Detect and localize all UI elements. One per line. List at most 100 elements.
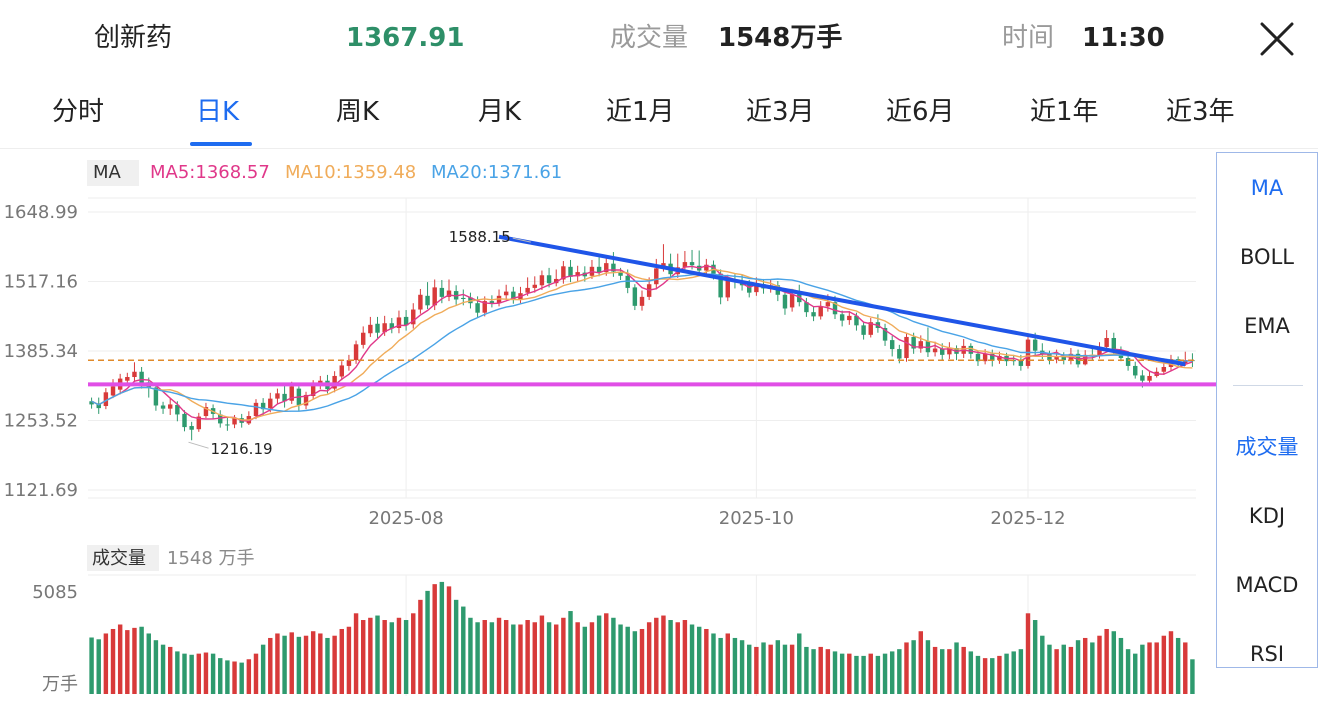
- tab-3-years[interactable]: 近3年: [1166, 97, 1235, 127]
- volume-bar: [1168, 631, 1174, 694]
- indicator-kdj[interactable]: KDJ: [1248, 504, 1286, 528]
- candle-body: [1032, 339, 1038, 351]
- volume-bar: [303, 635, 309, 694]
- volume-bar: [539, 615, 545, 694]
- candle-body: [968, 345, 974, 354]
- volume-bar: [1154, 642, 1159, 694]
- volume-bar: [1047, 644, 1052, 694]
- volume-bar: [110, 628, 116, 694]
- volume-bar: [818, 646, 823, 694]
- candle-body: [489, 301, 495, 304]
- volume-bar: [1097, 635, 1102, 694]
- volume-bar: [103, 633, 109, 694]
- candle-body: [310, 384, 316, 396]
- candle-body: [110, 386, 116, 396]
- candle-body: [825, 302, 831, 307]
- candle-body: [167, 404, 173, 409]
- volume-bar: [1054, 649, 1059, 694]
- candle-body: [747, 284, 752, 293]
- candle-body: [346, 360, 352, 366]
- candle-body: [260, 402, 266, 410]
- tab-minute[interactable]: 分时: [52, 97, 105, 127]
- candle-body: [818, 306, 823, 317]
- candle-body: [289, 386, 294, 401]
- volume-bar: [754, 646, 759, 694]
- low-annotation-leader: [188, 441, 209, 449]
- indicator-macd[interactable]: MACD: [1235, 573, 1299, 597]
- tab-3-months[interactable]: 近3月: [746, 97, 815, 127]
- volume-bar: [1025, 613, 1031, 694]
- candle-body: [503, 291, 509, 296]
- kline-chart[interactable]: MA MA5:1368.57 MA10:1359.48 MA20:1371.61…: [0, 150, 1318, 702]
- indicator-rsi[interactable]: RSI: [1249, 642, 1285, 666]
- indicator-volume[interactable]: 成交量: [1235, 435, 1299, 459]
- trendline: [498, 234, 1186, 367]
- volume-bar: [990, 658, 995, 694]
- volume-bar: [218, 658, 223, 694]
- volume-bar: [389, 622, 395, 694]
- candle-body: [1140, 375, 1145, 381]
- candle-body: [475, 303, 480, 313]
- volume-bar: [160, 644, 166, 694]
- volume-bar: [1104, 628, 1109, 694]
- volume-bar: [146, 633, 151, 694]
- candle-body: [1047, 354, 1052, 361]
- tab-1-month[interactable]: 近1月: [606, 97, 675, 127]
- volume-bar: [189, 654, 194, 694]
- candle-body: [160, 405, 166, 409]
- volume-bar: [196, 653, 202, 694]
- volume-bar: [646, 622, 652, 694]
- volume-bar: [768, 644, 773, 694]
- candle-body: [132, 371, 137, 378]
- volume-bar: [203, 652, 209, 694]
- candle-body: [561, 266, 566, 280]
- volume-bar: [625, 626, 630, 694]
- candle-body: [439, 287, 445, 297]
- volume-bar: [968, 651, 974, 694]
- candle-body: [482, 301, 487, 313]
- indicator-ema[interactable]: EMA: [1244, 314, 1290, 338]
- volume-bar: [825, 649, 831, 694]
- volume-bar: [360, 620, 366, 694]
- volume-bar: [804, 646, 809, 694]
- candle-body: [682, 262, 688, 268]
- volume-bar: [732, 637, 738, 694]
- tab-6-months[interactable]: 近6月: [886, 97, 955, 127]
- high-annotation-leader: [512, 237, 531, 243]
- candle-body: [782, 294, 788, 309]
- candle-body: [432, 287, 437, 306]
- volume-bar: [1147, 642, 1152, 694]
- indicator-boll[interactable]: BOLL: [1240, 245, 1294, 269]
- volume-bar: [1075, 640, 1081, 694]
- candle-body: [568, 266, 573, 277]
- indicator-panel: MA BOLL EMA 成交量 KDJ MACD RSI: [1216, 152, 1318, 668]
- candle-body: [403, 316, 409, 326]
- candle-body: [604, 263, 609, 273]
- indicator-ma[interactable]: MA: [1250, 176, 1284, 200]
- volume-bar: [546, 622, 552, 694]
- volume-bar: [1040, 635, 1045, 694]
- volume-bar: [561, 617, 566, 694]
- volume-bar: [425, 590, 430, 694]
- volume-bar: [1090, 642, 1095, 694]
- candle-body: [1097, 346, 1102, 356]
- candle-body: [218, 414, 223, 424]
- candle-body: [754, 284, 759, 293]
- candle-body: [904, 336, 909, 359]
- volume-bar: [668, 620, 673, 694]
- tab-1-year[interactable]: 近1年: [1030, 97, 1099, 127]
- volume-bar: [696, 626, 702, 694]
- volume-bar: [661, 615, 666, 694]
- tab-monthly[interactable]: 月K: [478, 97, 522, 127]
- volume-bar: [797, 633, 802, 694]
- tab-daily[interactable]: 日K: [196, 97, 240, 127]
- volume-bar: [125, 630, 130, 694]
- tab-weekly[interactable]: 周K: [336, 97, 380, 127]
- candle-body: [1054, 356, 1059, 360]
- volume-bar: [596, 615, 602, 694]
- candle-body: [897, 349, 902, 359]
- candle-body: [832, 302, 838, 315]
- close-button[interactable]: [1258, 20, 1296, 58]
- candle-body: [182, 413, 187, 428]
- volume-bar: [1190, 659, 1195, 694]
